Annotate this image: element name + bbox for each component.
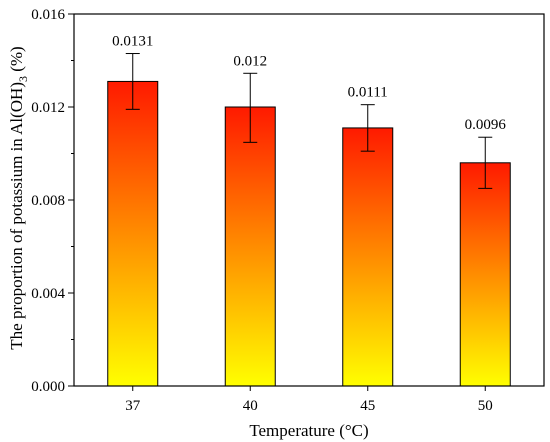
bar — [342, 127, 394, 387]
x-tick-label: 40 — [243, 398, 258, 414]
data-label: 0.0111 — [348, 85, 388, 101]
y-tick-label: 0.016 — [31, 7, 65, 23]
plot-frame — [73, 13, 545, 387]
bar — [459, 162, 511, 387]
y-tick-label: 0.000 — [31, 379, 65, 395]
y-tick-label: 0.004 — [31, 286, 65, 302]
y-tick-label: 0.012 — [31, 100, 65, 116]
data-label: 0.012 — [233, 53, 267, 69]
data-label: 0.0131 — [112, 34, 153, 50]
x-tick-label: 45 — [360, 398, 375, 414]
y-axis-title: The proportion of potassium in Al(OH)3 (… — [7, 46, 30, 349]
y-axis-title-subscript: 3 — [16, 76, 30, 82]
data-label: 0.0096 — [465, 117, 507, 133]
bar — [224, 106, 276, 387]
x-tick-label: 37 — [125, 398, 141, 414]
y-axis-title-main: The proportion of potassium in Al(OH) — [7, 82, 26, 350]
y-axis-title-unit: (%) — [7, 46, 26, 76]
x-axis-title: Temperature (°C) — [249, 421, 368, 440]
x-tick-label: 50 — [478, 398, 493, 414]
y-tick-label: 0.008 — [31, 193, 65, 209]
bar — [107, 80, 159, 387]
